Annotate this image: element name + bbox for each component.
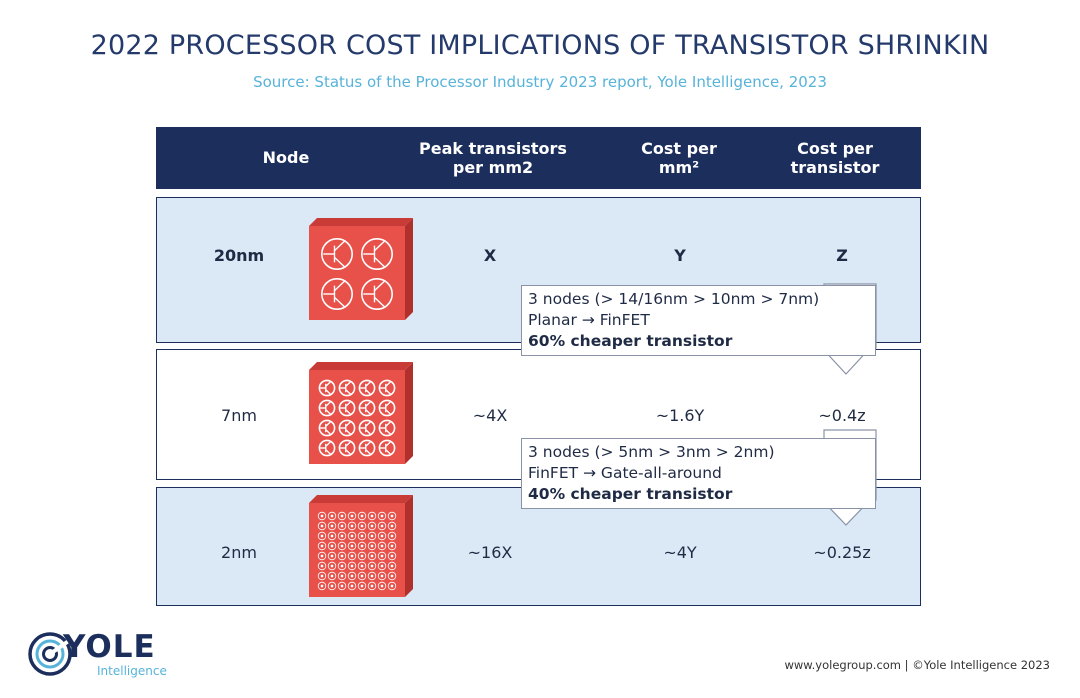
callout-line: 3 nodes (> 5nm > 3nm > 2nm) <box>528 443 775 461</box>
source-subtitle: Source: Status of the Processor Industry… <box>253 73 827 91</box>
header-node: Node <box>262 148 310 168</box>
callout-line: 3 nodes (> 14/16nm > 10nm > 7nm) <box>528 290 820 308</box>
cost-per-transistor-value: ~0.25z <box>813 543 871 562</box>
table-header: Node Peak transistors per mm2 Cost per m… <box>156 127 921 189</box>
callout-highlight: 40% cheaper transistor <box>528 484 733 503</box>
header-cost-per-transistor: Cost per transistor <box>790 138 880 177</box>
callout-line: Planar → FinFET <box>528 310 650 329</box>
logo-name: YOLE <box>63 629 156 665</box>
callout-line: FinFET → Gate-all-around <box>528 463 722 482</box>
transistor-chip-7nm <box>307 360 417 474</box>
logo-subtitle: Intelligence <box>97 664 167 678</box>
cost-per-mm2-value: Y <box>674 246 686 265</box>
cost-per-transistor-value: Z <box>836 246 848 265</box>
node-label: 7nm <box>221 406 257 425</box>
yole-logo-icon <box>28 632 72 676</box>
transistor-chip-20nm <box>307 216 417 330</box>
peak-transistors-value: ~4X <box>472 406 508 425</box>
cost-per-transistor-value: ~0.4z <box>818 406 866 425</box>
peak-transistors-value: X <box>483 246 497 265</box>
page-title: 2022 PROCESSOR COST IMPLICATIONS OF TRAN… <box>90 30 990 61</box>
node-label: 2nm <box>221 543 257 562</box>
callout-highlight: 60% cheaper transistor <box>528 331 733 350</box>
callout-20nm-to-7nm: 3 nodes (> 14/16nm > 10nm > 7nm) Planar … <box>521 285 876 356</box>
peak-transistors-value: ~16X <box>467 543 513 562</box>
cost-per-mm2-value: ~4Y <box>663 543 697 562</box>
callout-7nm-to-2nm: 3 nodes (> 5nm > 3nm > 2nm) FinFET → Gat… <box>521 438 876 509</box>
footer-copyright: www.yolegroup.com | ©Yole Intelligence 2… <box>784 658 1050 672</box>
node-label: 20nm <box>213 246 265 265</box>
header-cost-per-mm2: Cost per mm² <box>641 138 717 177</box>
transistor-chip-2nm <box>307 493 417 607</box>
cost-per-mm2-value: ~1.6Y <box>655 406 705 425</box>
header-peak-transistors: Peak transistors per mm2 <box>419 138 567 177</box>
